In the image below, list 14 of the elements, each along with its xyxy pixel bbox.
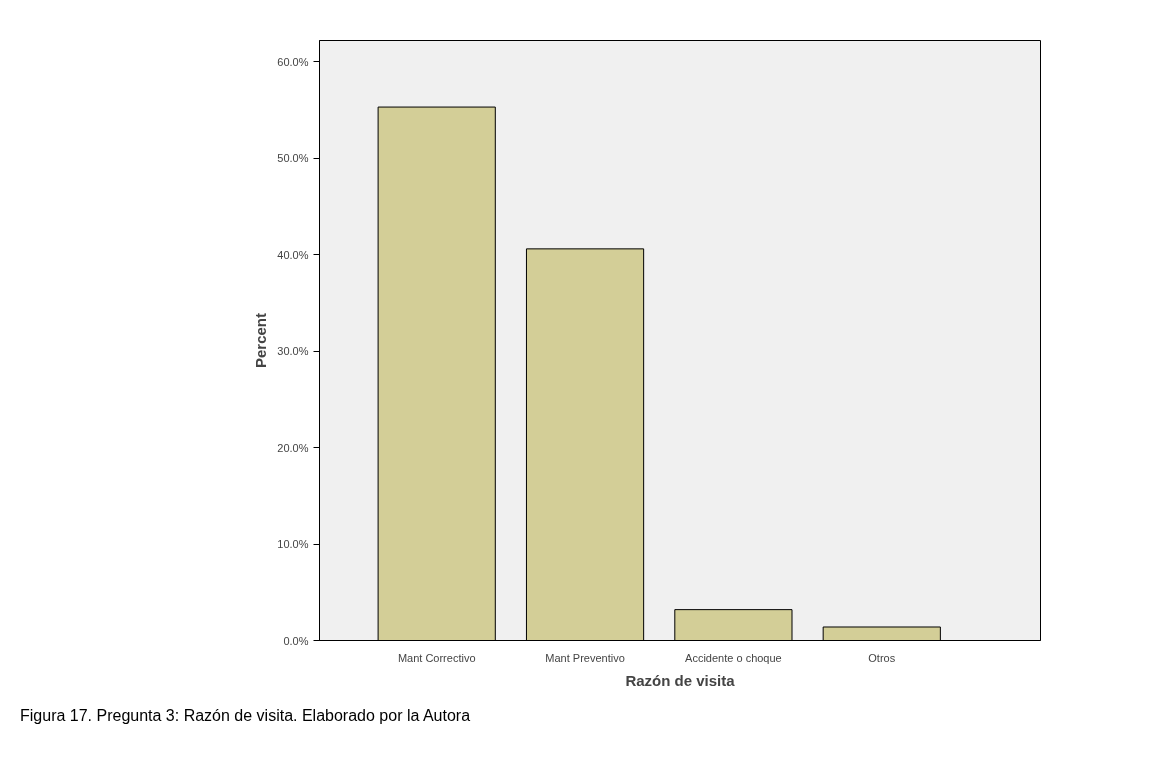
x-tick-label: Mant Correctivo: [397, 651, 476, 664]
y-tick-label: 0.0%: [283, 634, 309, 647]
y-tick-label: 30.0%: [277, 345, 309, 358]
y-tick-label: 40.0%: [277, 248, 309, 261]
x-tick-label: Accidente o choque: [685, 651, 782, 664]
y-axis-title: Percent: [252, 312, 270, 369]
x-tick-label: Mant Preventivo: [545, 651, 625, 664]
y-tick-label: 20.0%: [277, 441, 309, 454]
y-tick-label: 60.0%: [277, 55, 309, 68]
y-tick-label: 50.0%: [277, 152, 309, 165]
x-axis-title: Razón de visita: [625, 671, 736, 689]
text: Figura 17. Pregunta 3: Razón de visita. Elaborado por la Autora: [20, 706, 471, 726]
y-tick-label: 10.0%: [277, 538, 309, 551]
x-tick-label: Otros: [868, 651, 896, 664]
